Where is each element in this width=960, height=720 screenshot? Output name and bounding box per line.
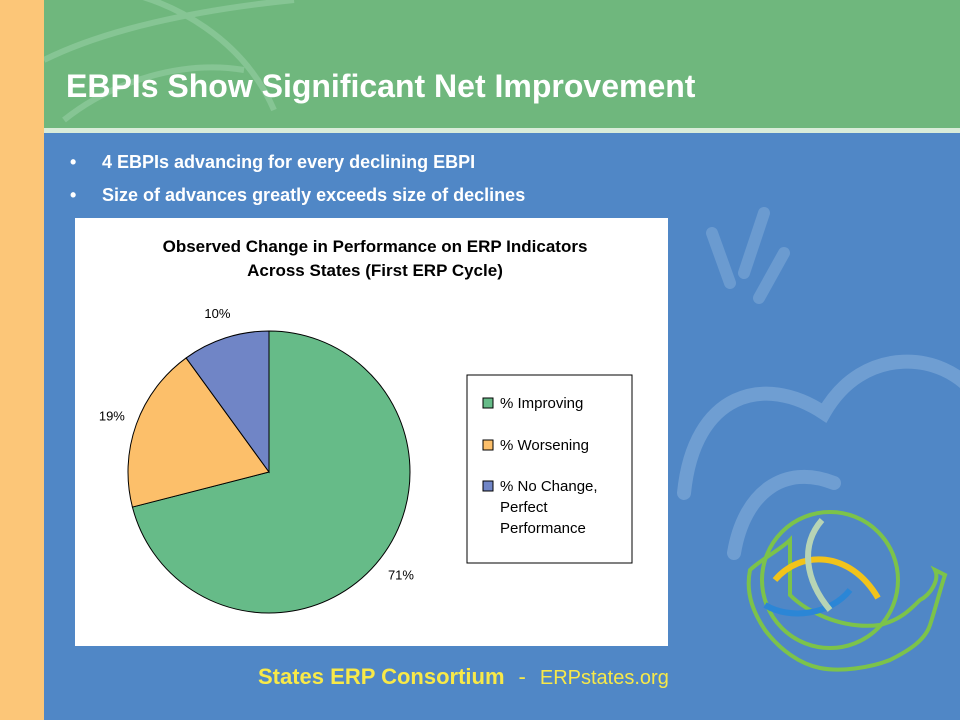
erp-us-map-logo <box>746 510 948 672</box>
pie-chart-panel: Observed Change in Performance on ERP In… <box>75 218 668 646</box>
legend-label: % Improving <box>500 395 583 412</box>
legend-label: % Worsening <box>500 437 589 454</box>
pie-slices <box>127 330 411 614</box>
pie-slice <box>185 330 270 474</box>
bullet-item: • 4 EBPIs advancing for every declining E… <box>70 150 525 183</box>
legend-swatch <box>482 439 494 451</box>
bullet-item: • Size of advances greatly exceeds size o… <box>70 183 525 216</box>
slice-label: 19% <box>99 408 125 423</box>
bullet-list: • 4 EBPIs advancing for every declining E… <box>70 150 525 216</box>
footer-org: States ERP Consortium <box>258 664 505 689</box>
header-band <box>44 0 960 128</box>
bullet-text: Size of advances greatly exceeds size of… <box>102 185 526 205</box>
left-accent-strip <box>0 0 44 720</box>
pie-slice <box>131 330 411 614</box>
legend: % Improving % Worsening % No Change, Perfec… <box>482 395 598 537</box>
legend-box <box>466 374 633 564</box>
legend-label: Performance <box>500 520 586 537</box>
sun-icon <box>677 207 960 560</box>
footer-url[interactable]: ERPstates.org <box>539 667 669 689</box>
slide-title: EBPIs Show Significant Net Improvement <box>66 68 696 104</box>
leaf-icon <box>44 0 295 123</box>
chart-subtitle: Across States (First ERP Cycle) <box>247 261 503 280</box>
pie-labels: 71% 19% 10% <box>99 306 415 582</box>
pie-slice <box>127 357 270 508</box>
pie-chart: Observed Change in Performance on ERP In… <box>99 237 633 614</box>
legend-swatch <box>482 397 494 409</box>
header-divider <box>44 128 960 133</box>
footer: States ERP Consortium - ERPstates.org <box>258 664 669 690</box>
legend-swatch <box>482 480 494 492</box>
legend-label: Perfect <box>500 499 548 516</box>
legend-label: % No Change, <box>500 478 598 495</box>
footer-separator: - <box>518 664 526 689</box>
slice-label: 71% <box>388 567 414 582</box>
slice-label: 10% <box>204 306 230 321</box>
bullet-text: 4 EBPIs advancing for every declining EB… <box>102 152 476 172</box>
chart-title: Observed Change in Performance on ERP In… <box>163 237 588 256</box>
bullet-marker: • <box>70 152 77 172</box>
cloud-icon <box>677 354 960 560</box>
bullet-marker: • <box>70 185 77 205</box>
